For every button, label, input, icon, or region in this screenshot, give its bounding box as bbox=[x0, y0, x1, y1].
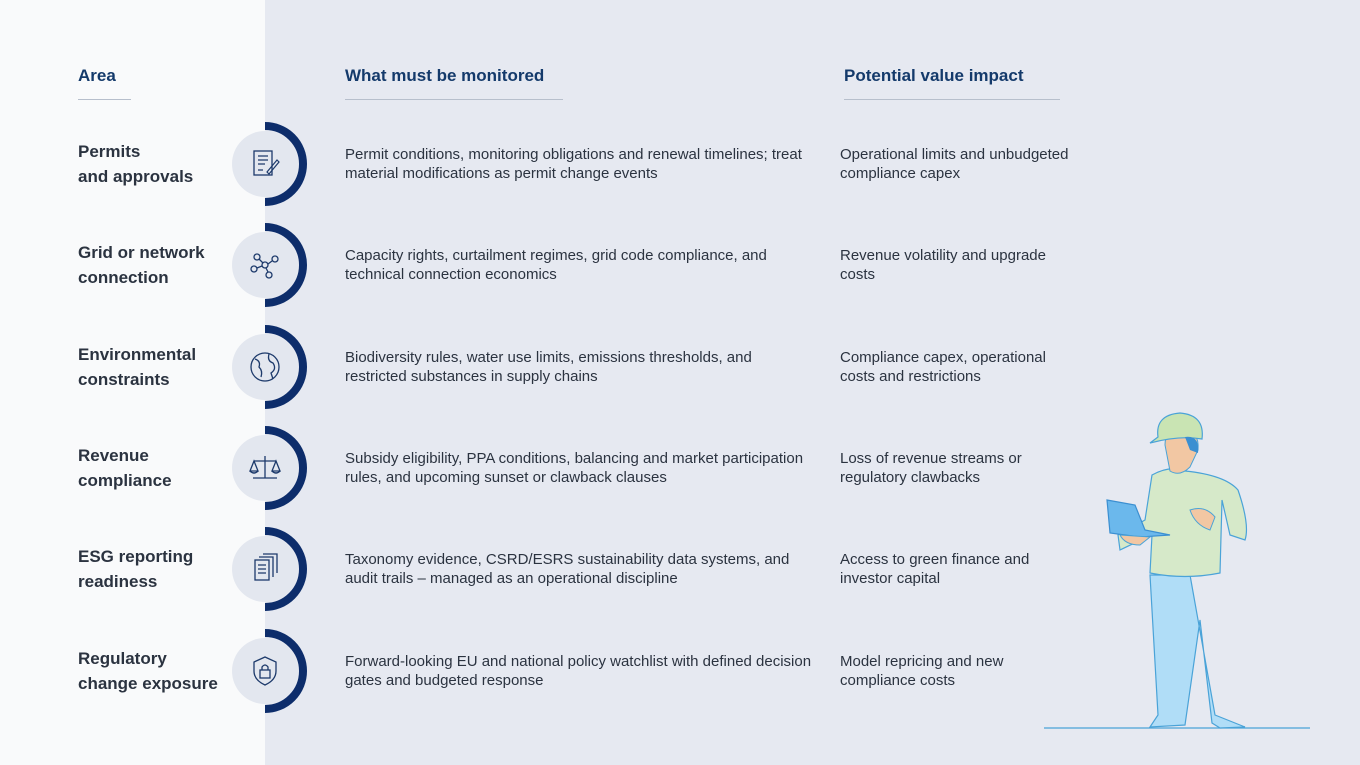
table-row: Regulatory change exposure Forward-lookin… bbox=[0, 626, 1360, 716]
progress-arc bbox=[264, 425, 307, 510]
impact-text: Operational limits and unbudgeted compli… bbox=[840, 146, 1069, 182]
area-badge bbox=[232, 425, 307, 510]
worker-illustration bbox=[1044, 412, 1310, 729]
monitored-text: Forward-looking EU and national policy w… bbox=[345, 652, 812, 689]
area-badge bbox=[232, 527, 307, 612]
icon-circle bbox=[232, 232, 298, 299]
area-label-line2: connection bbox=[78, 268, 169, 288]
area-label-line1: Environmental bbox=[78, 344, 197, 364]
table-row: Grid or network connection Capacity right… bbox=[0, 220, 1360, 310]
scales-icon bbox=[249, 455, 281, 479]
area-label: Revenue compliance bbox=[78, 443, 228, 493]
left-panel bbox=[0, 0, 265, 765]
impact-text: Loss of revenue streams or regulatory cl… bbox=[840, 449, 1022, 486]
header-monitored: What must be monitored bbox=[345, 66, 545, 85]
monitored-text: Biodiversity rules, water use limits, em… bbox=[345, 348, 752, 385]
header-impact-underline bbox=[844, 99, 1060, 100]
table-row: Environmental constraints Biodiversity ru… bbox=[0, 322, 1360, 412]
table-row: Revenue compliance Subsidy eligibility, P… bbox=[0, 423, 1360, 513]
area-label: ESG reporting readiness bbox=[78, 544, 228, 594]
table-row: Permits and approvals Permit conditions, … bbox=[0, 119, 1360, 209]
progress-arc bbox=[264, 324, 307, 409]
impact-text: Access to green finance and investor cap… bbox=[840, 551, 1030, 588]
impact-text: Revenue volatility and upgrade costs bbox=[840, 247, 1046, 284]
area-label-line2: and approvals bbox=[78, 167, 194, 186]
area-label: Regulatory change exposure bbox=[78, 646, 228, 696]
area-label-line2: readiness bbox=[78, 572, 158, 592]
impact-text: Model repricing and new compliance costs bbox=[840, 652, 1004, 689]
icon-circle bbox=[232, 333, 298, 400]
area-label: Grid or network connection bbox=[78, 240, 228, 290]
header-monitored-underline bbox=[345, 99, 563, 100]
area-label: Environmental constraints bbox=[78, 342, 228, 392]
globe-icon bbox=[250, 351, 280, 382]
icon-circle bbox=[232, 637, 298, 704]
document-signature-icon bbox=[253, 150, 280, 176]
area-label-line1: Regulatory bbox=[78, 648, 167, 668]
shield-lock-icon bbox=[253, 655, 277, 686]
area-label: Permits and approvals bbox=[78, 139, 228, 189]
header-area-underline bbox=[78, 99, 131, 100]
progress-arc bbox=[264, 628, 307, 713]
progress-arc bbox=[264, 223, 307, 308]
area-label-line1: ESG reporting bbox=[78, 547, 194, 567]
area-label-line1: Revenue bbox=[78, 445, 149, 465]
area-badge bbox=[232, 223, 307, 308]
area-badge bbox=[232, 628, 307, 713]
progress-arc bbox=[264, 527, 307, 612]
area-label-line1: Grid or network bbox=[78, 243, 205, 263]
monitored-text: Permit conditions, monitoring obligation… bbox=[345, 146, 802, 182]
header-area: Area bbox=[78, 66, 116, 85]
header-impact: Potential value impact bbox=[844, 66, 1024, 85]
area-label-line2: constraints bbox=[78, 369, 170, 389]
area-badge bbox=[232, 324, 307, 409]
monitored-text: Subsidy eligibility, PPA conditions, bal… bbox=[345, 449, 804, 486]
monitored-text: Taxonomy evidence, CSRD/ESRS sustainabil… bbox=[345, 551, 790, 588]
area-badge bbox=[232, 122, 307, 206]
documents-stack-icon bbox=[254, 553, 278, 581]
impact-text: Compliance capex, operational costs and … bbox=[840, 348, 1046, 385]
area-label-line2: change exposure bbox=[78, 673, 218, 693]
table-row: ESG reporting readiness Taxonomy evidence… bbox=[0, 524, 1360, 614]
area-label-line1: Permits bbox=[78, 142, 141, 161]
monitored-text: Capacity rights, curtailment regimes, gr… bbox=[345, 247, 767, 284]
network-nodes-icon bbox=[250, 253, 279, 279]
area-label-line2: compliance bbox=[78, 470, 172, 490]
progress-arc bbox=[264, 122, 307, 206]
